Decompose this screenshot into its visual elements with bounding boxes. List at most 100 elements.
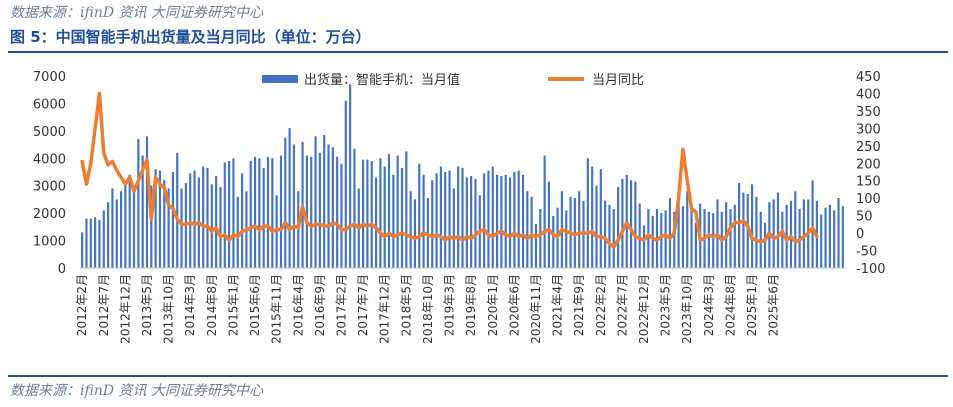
bar [137, 139, 140, 268]
left-tick-label: 0 [58, 262, 66, 277]
bar [180, 188, 183, 268]
bar [789, 200, 793, 268]
bar [547, 181, 551, 268]
bar [841, 206, 844, 268]
x-tick-label: 2025年1月 [745, 274, 759, 336]
bar [344, 100, 347, 268]
bar [470, 176, 473, 268]
right-tick-label: -100 [856, 262, 886, 277]
bar [232, 158, 235, 268]
x-tick-label: 2016年9月 [313, 274, 327, 336]
x-tick-label: 2017年7月 [356, 274, 370, 336]
bar [206, 167, 209, 268]
bar [387, 154, 391, 268]
bar [461, 167, 464, 268]
bar [336, 156, 339, 268]
bar [824, 207, 827, 268]
bar [374, 177, 378, 268]
bar [681, 206, 685, 268]
bar [366, 159, 369, 268]
x-tick-label: 2014年3月 [183, 274, 197, 336]
bar [89, 218, 92, 268]
right-tick-label: 250 [856, 140, 881, 155]
x-tick-label: 2018年5月 [399, 274, 413, 336]
x-tick-label: 2020年11月 [529, 274, 543, 344]
yoy-line [80, 91, 819, 249]
left-tick-label: 6000 [33, 97, 66, 112]
bar [163, 180, 166, 268]
bar [750, 184, 754, 268]
bar [448, 170, 451, 268]
x-tick-label: 2016年4月 [291, 274, 305, 336]
bar [604, 200, 607, 268]
bar [759, 211, 762, 268]
bar [119, 191, 123, 268]
bar [608, 204, 611, 268]
bar [262, 167, 265, 268]
left-tick-label: 4000 [33, 152, 66, 167]
bar [837, 198, 840, 268]
bar [154, 169, 157, 268]
bar [664, 210, 667, 268]
x-tick-label: 2022年7月 [615, 274, 629, 336]
bar [811, 180, 814, 268]
bar [660, 213, 663, 268]
legend-line-label: 当月同比 [592, 73, 644, 88]
x-tick-label: 2017年12月 [378, 274, 392, 344]
bar [279, 155, 283, 268]
bar [102, 210, 105, 268]
right-tick-label: 300 [856, 122, 881, 137]
x-tick-label: 2023年10月 [680, 274, 694, 344]
right-tick-label: 200 [856, 157, 881, 172]
bar [543, 155, 546, 268]
bar [383, 166, 386, 268]
right-tick-label: -50 [856, 245, 877, 260]
bar [171, 172, 175, 268]
bar [539, 209, 542, 268]
bar-series [81, 84, 844, 268]
bar [629, 180, 633, 268]
bar [266, 156, 270, 268]
bar [820, 214, 823, 268]
bar [431, 180, 434, 268]
bar [508, 177, 512, 268]
bar [219, 187, 222, 268]
bar [634, 181, 637, 268]
right-tick-label: 100 [856, 192, 881, 207]
bar [487, 170, 490, 268]
bar [457, 166, 460, 268]
bar [733, 204, 736, 268]
bar [202, 166, 205, 268]
x-tick-label: 2021年4月 [551, 274, 565, 336]
bar [491, 166, 494, 268]
bar [400, 167, 404, 268]
bar [314, 136, 317, 268]
bar [275, 195, 278, 268]
bar [292, 144, 296, 268]
bar [85, 218, 88, 268]
right-tick-label: 350 [856, 105, 881, 120]
left-tick-label: 1000 [33, 235, 66, 250]
bar [362, 159, 365, 268]
bar [405, 151, 408, 268]
bar [677, 202, 680, 268]
bar [530, 196, 533, 268]
right-tick-label: 150 [856, 175, 881, 190]
right-y-axis: -100 -50 0 50 100 150 200 250 300 350 400 450 [856, 70, 886, 277]
bar [565, 210, 568, 268]
right-tick-label: 450 [856, 70, 881, 85]
bar [465, 177, 468, 268]
bar [223, 162, 226, 268]
x-tick-label: 2012年2月 [75, 274, 89, 336]
bar [331, 147, 334, 268]
source-note-top: 数据来源：ifinD 资讯 大同证券研究中心 [10, 5, 263, 21]
bar [288, 128, 291, 268]
bar [599, 169, 602, 268]
bar [396, 155, 399, 268]
bar [686, 191, 689, 268]
x-tick-label: 2024年8月 [723, 274, 737, 336]
bar [323, 134, 326, 268]
bar [617, 187, 620, 268]
bar [526, 191, 529, 268]
